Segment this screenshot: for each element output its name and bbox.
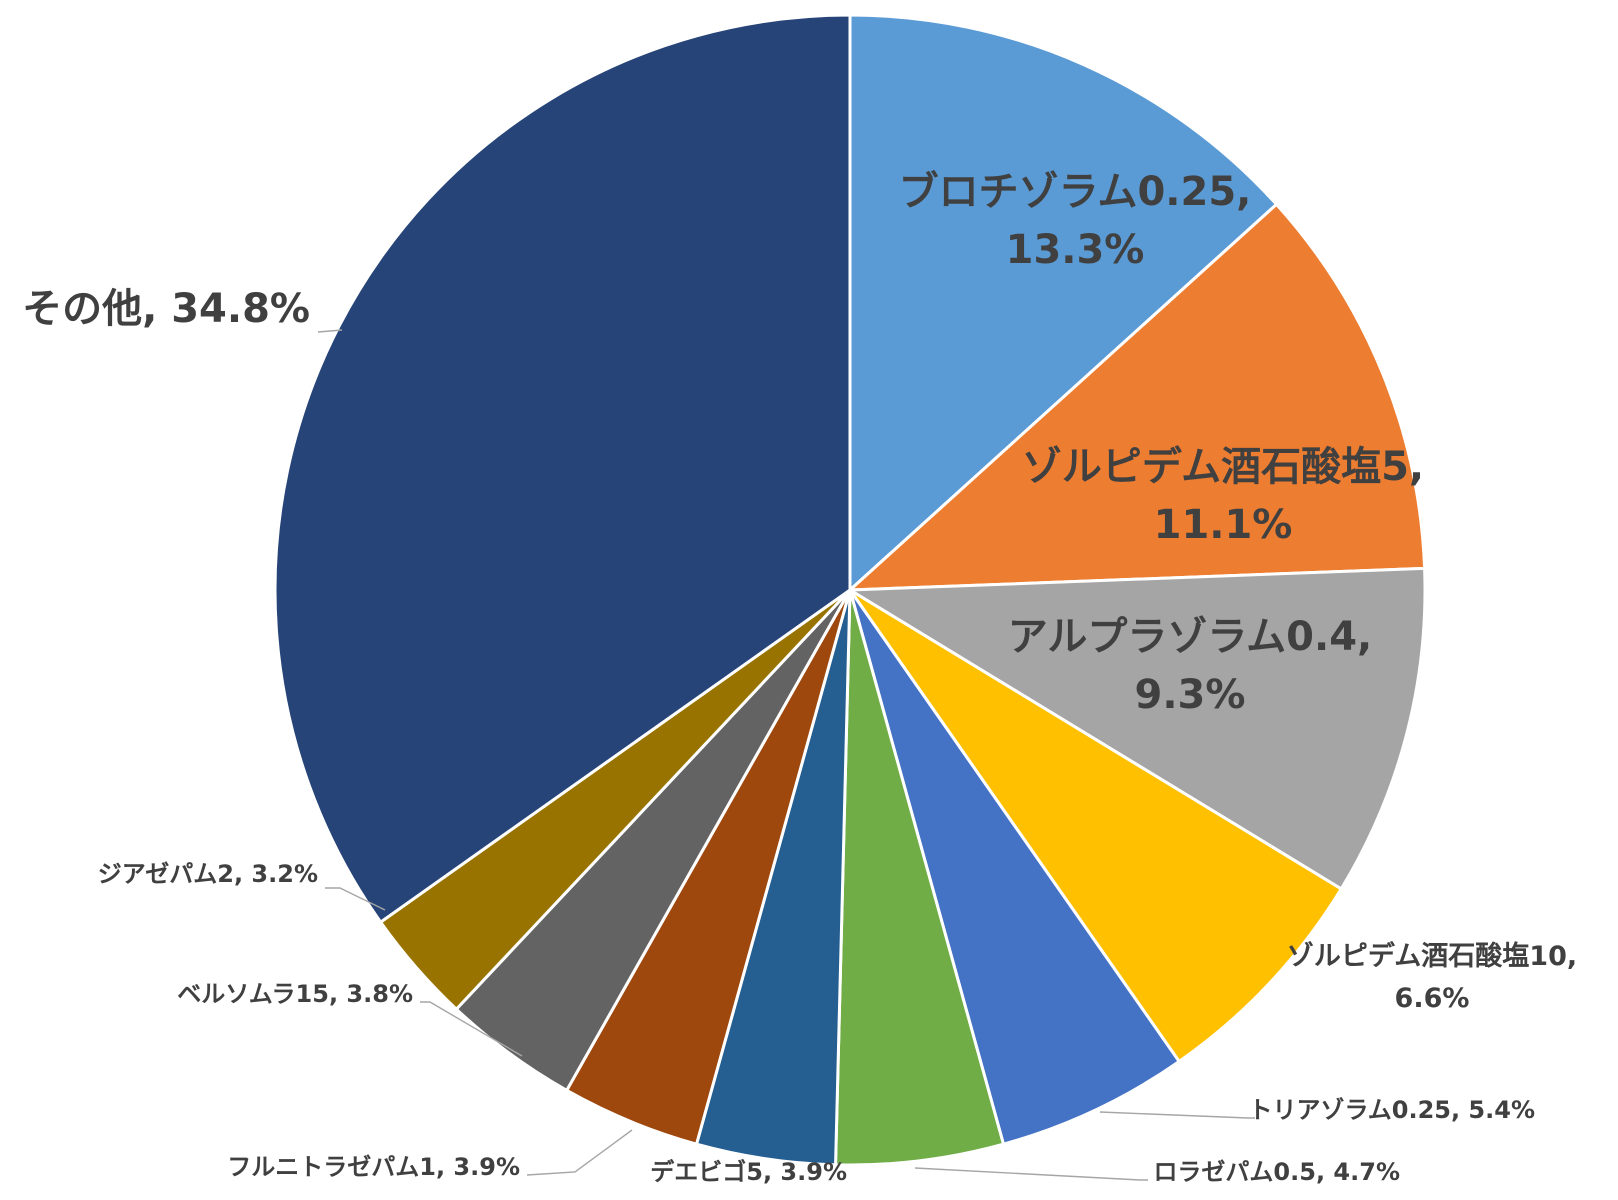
data-label-line: ジアゼパム2, 3.2% — [98, 860, 318, 888]
data-label-line: ベルソムラ15, 3.8% — [177, 980, 413, 1008]
data-label-line: ゾルピデム酒石酸塩5, — [1022, 444, 1424, 490]
pie-slice-6 — [834, 588, 1005, 1167]
data-label-line: 13.3% — [1006, 227, 1145, 273]
data-label-line: デエビゴ5, 3.9% — [650, 1158, 847, 1186]
data-label-6: ロラゼパム0.5, 4.7% — [1153, 1158, 1400, 1186]
data-label-4: ゾルピデム酒石酸塩10, 6.6% — [1287, 940, 1577, 1014]
data-label-8: フルニトラゼパム1, 3.9% — [227, 1153, 520, 1181]
data-label-line: ブロチゾラム0.25, — [899, 169, 1252, 215]
pie-slice-1 — [848, 13, 1278, 592]
leader-line-10 — [325, 887, 386, 911]
data-label-line: アルプラゾラム0.4, — [1008, 614, 1372, 660]
pie-slice-11 — [273, 13, 852, 924]
data-label-line: 11.1% — [1154, 502, 1293, 548]
label-leader-lines — [317, 329, 1255, 1181]
data-label-1: ブロチゾラム0.25, 13.3% — [899, 169, 1252, 273]
data-label-10: ジアゼパム2, 3.2% — [98, 860, 318, 888]
data-label-line: 6.6% — [1395, 983, 1470, 1014]
pie-slice-5 — [848, 588, 1181, 1146]
pie-slices — [273, 13, 1427, 1167]
data-label-7: デエビゴ5, 3.9% — [650, 1158, 847, 1186]
data-label-line: 9.3% — [1135, 672, 1246, 718]
data-label-9: ベルソムラ15, 3.8% — [177, 980, 413, 1008]
leader-line-9 — [420, 1001, 523, 1057]
pie-slice-3 — [848, 566, 1427, 891]
data-label-line: フルニトラゼパム1, 3.9% — [227, 1153, 520, 1181]
data-label-line: ロラゼパム0.5, 4.7% — [1153, 1158, 1400, 1186]
data-label-2: ゾルピデム酒石酸塩5, 11.1% — [1022, 444, 1424, 548]
data-label-line: その他, 34.8% — [22, 286, 310, 332]
data-label-5: トリアゾラム0.25, 5.4% — [1248, 1096, 1535, 1124]
leader-line-8 — [526, 1129, 633, 1176]
leader-line-5 — [1099, 1111, 1255, 1119]
leader-line-6 — [914, 1167, 1148, 1181]
data-label-3: アルプラゾラム0.4, 9.3% — [1008, 614, 1372, 718]
leader-line-11 — [317, 329, 343, 333]
pie-slice-4 — [848, 588, 1343, 1063]
data-label-line: トリアゾラム0.25, 5.4% — [1248, 1096, 1535, 1124]
pie-slice-2 — [848, 202, 1427, 592]
data-labels: ブロチゾラム0.25, 13.3% ゾルピデム酒石酸塩5, 11.1% アルプラゾラム0… — [22, 169, 1577, 1186]
data-label-line: ゾルピデム酒石酸塩10, — [1287, 940, 1577, 972]
data-label-11: その他, 34.8% — [22, 286, 310, 332]
